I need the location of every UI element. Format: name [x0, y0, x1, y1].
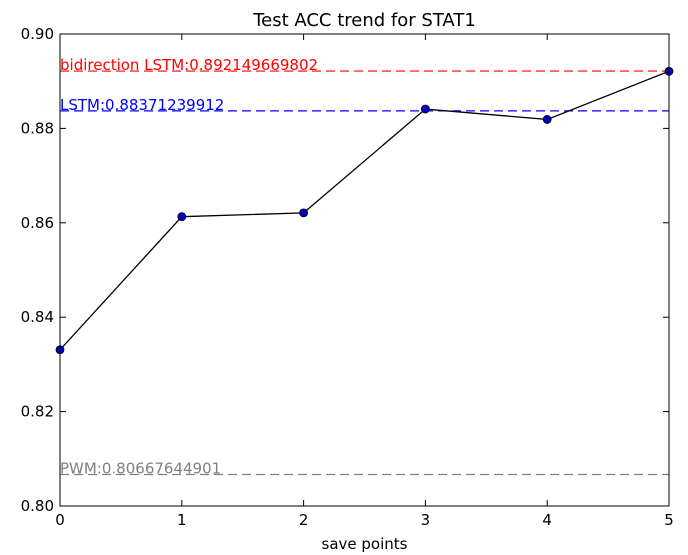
- x-tick-label: 5: [664, 511, 674, 529]
- y-axis: 0.80 0.82 0.84 0.86 0.88 0.90: [21, 25, 669, 515]
- x-tick-label: 4: [542, 511, 552, 529]
- x-axis: 0 1 2 3 4 5: [55, 34, 674, 529]
- series-line-group: [59, 70, 670, 351]
- data-point: [420, 104, 430, 114]
- chart-title: Test ACC trend for STAT1: [252, 10, 476, 31]
- reference-line-label: PWM:0.80667644901: [60, 459, 221, 477]
- data-point: [177, 212, 187, 222]
- y-tick-label: 0.82: [21, 403, 54, 421]
- y-tick-label: 0.80: [21, 497, 54, 515]
- y-tick-label: 0.90: [21, 25, 54, 43]
- reference-lines: bidirection LSTM:0.892149669802 LSTM:0.88…: [60, 56, 669, 477]
- series-line: [59, 70, 670, 351]
- x-tick-label: 0: [55, 511, 65, 529]
- y-tick-label: 0.84: [21, 308, 54, 326]
- data-point: [299, 208, 309, 218]
- y-tick-label: 0.86: [21, 214, 54, 232]
- x-tick-label: 3: [421, 511, 431, 529]
- x-tick-label: 1: [177, 511, 187, 529]
- x-axis-label: save points: [322, 535, 408, 553]
- reference-line-label: LSTM:0.88371239912: [60, 96, 224, 114]
- y-tick-label: 0.88: [21, 119, 54, 137]
- plot-frame: [59, 33, 670, 507]
- data-point: [542, 115, 552, 124]
- reference-line-label: bidirection LSTM:0.892149669802: [60, 56, 318, 74]
- x-tick-label: 2: [299, 511, 309, 529]
- series-markers: [55, 66, 674, 355]
